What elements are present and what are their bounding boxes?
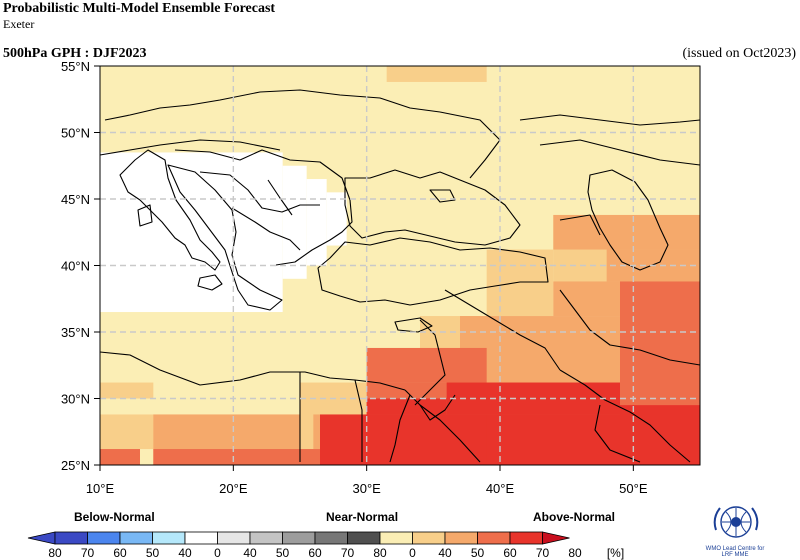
legend-tick-label: 0 [214, 546, 221, 560]
legend-tick-label: 80 [568, 546, 582, 560]
prob-region-an60 [553, 281, 620, 317]
prob-region-white [282, 165, 307, 279]
legend-tick-label: 50 [146, 546, 160, 560]
legend-tick-label: 50 [276, 546, 290, 560]
legend-tick-label: 70 [536, 546, 550, 560]
legend-box-below [119, 531, 153, 545]
lon-tick-label: 30°E [352, 481, 381, 496]
lon-tick-label: 10°E [86, 481, 115, 496]
logo-caption-line2: LRF MME [721, 552, 749, 558]
prob-region-an60 [553, 214, 700, 250]
color-legend: 80 70 60 50 40 0 40 50 60 70 80 0 40 50 60 70 80 [%] [27, 531, 624, 560]
category-above-normal: Above-Normal [533, 510, 616, 524]
category-near-normal: Near-Normal [326, 510, 399, 524]
lat-tick-label: 30°N [61, 392, 90, 407]
lat-tick-label: 55°N [61, 59, 90, 74]
prob-region-white [100, 152, 283, 313]
legend-tick-label: 70 [81, 546, 95, 560]
legend-box-above [412, 531, 446, 545]
legend-box-below [54, 531, 88, 545]
lon-tick-label: 50°E [619, 481, 648, 496]
variable-label: 500hPa GPH : DJF2023 [3, 46, 147, 61]
logo-caption-line1: WMO Lead Centre for [705, 546, 765, 552]
legend-arrow-left [27, 531, 56, 545]
prob-region-white [306, 179, 327, 266]
prob-region-an50 [100, 382, 154, 399]
prob-region-an50 [486, 249, 554, 317]
prob-region-an70 [100, 449, 140, 465]
legend-arrow-right [542, 531, 570, 545]
wmo-logo-caption: WMO Lead Centre for LRF MME [703, 546, 767, 558]
prob-region-an50 [386, 66, 487, 82]
legend-tick-label: 0 [409, 546, 416, 560]
forecast-map: 10°E 20°E 30°E 40°E 50°E 55°N 50°N 45°N 40°N 35°N… [61, 59, 701, 496]
legend-tick-label: 60 [308, 546, 322, 560]
lat-tick-label: 45°N [61, 192, 90, 207]
prob-region-an70 [153, 449, 320, 465]
lon-tick-label: 20°E [219, 481, 248, 496]
legend-tick-label: 60 [113, 546, 127, 560]
legend-box-above [477, 531, 511, 545]
legend-box-near [249, 531, 283, 545]
wmo-logo-icon [713, 506, 759, 538]
prob-region-an70 [620, 281, 700, 412]
legend-box-near [184, 531, 218, 545]
lat-tick-label: 35°N [61, 325, 90, 340]
lat-tick-label: 25°N [61, 458, 90, 473]
legend-box-above [379, 531, 413, 545]
lat-tick-label: 50°N [61, 126, 90, 141]
legend-tick-label: 40 [178, 546, 192, 560]
prob-region-an70 [366, 347, 487, 383]
issued-date: (issued on Oct2023) [682, 46, 796, 61]
legend-box-above [509, 531, 543, 545]
legend-tick-label: 40 [438, 546, 452, 560]
legend-unit: [%] [607, 546, 624, 560]
legend-box-near [314, 531, 348, 545]
graticule [100, 66, 700, 465]
legend-box-near [347, 531, 381, 545]
page-title: Probabilistic Multi-Model Ensemble Forec… [3, 1, 276, 16]
page-subtitle: Exeter [3, 17, 35, 31]
legend-tick-label: 80 [373, 546, 387, 560]
prob-region-an80 [366, 398, 447, 415]
prob-region-white [326, 192, 347, 246]
legend-box-below [87, 531, 121, 545]
legend-tick-label: 70 [341, 546, 355, 560]
coastlines [99, 89, 701, 463]
legend-box-below [152, 531, 186, 545]
legend-tick-label: 60 [503, 546, 517, 560]
lat-tick-label: 40°N [61, 259, 90, 274]
legend-box-near [282, 531, 316, 545]
legend-tick-label: 80 [48, 546, 62, 560]
legend-tick-label: 40 [243, 546, 257, 560]
category-below-normal: Below-Normal [74, 510, 155, 524]
axis-labels: 10°E 20°E 30°E 40°E 50°E 55°N 50°N 45°N 40°N 35°N… [61, 59, 648, 496]
legend-box-near [217, 531, 251, 545]
lon-tick-label: 40°E [486, 481, 515, 496]
prob-region-an80 [320, 414, 500, 465]
legend-tick-label: 50 [471, 546, 485, 560]
legend-box-above [444, 531, 478, 545]
